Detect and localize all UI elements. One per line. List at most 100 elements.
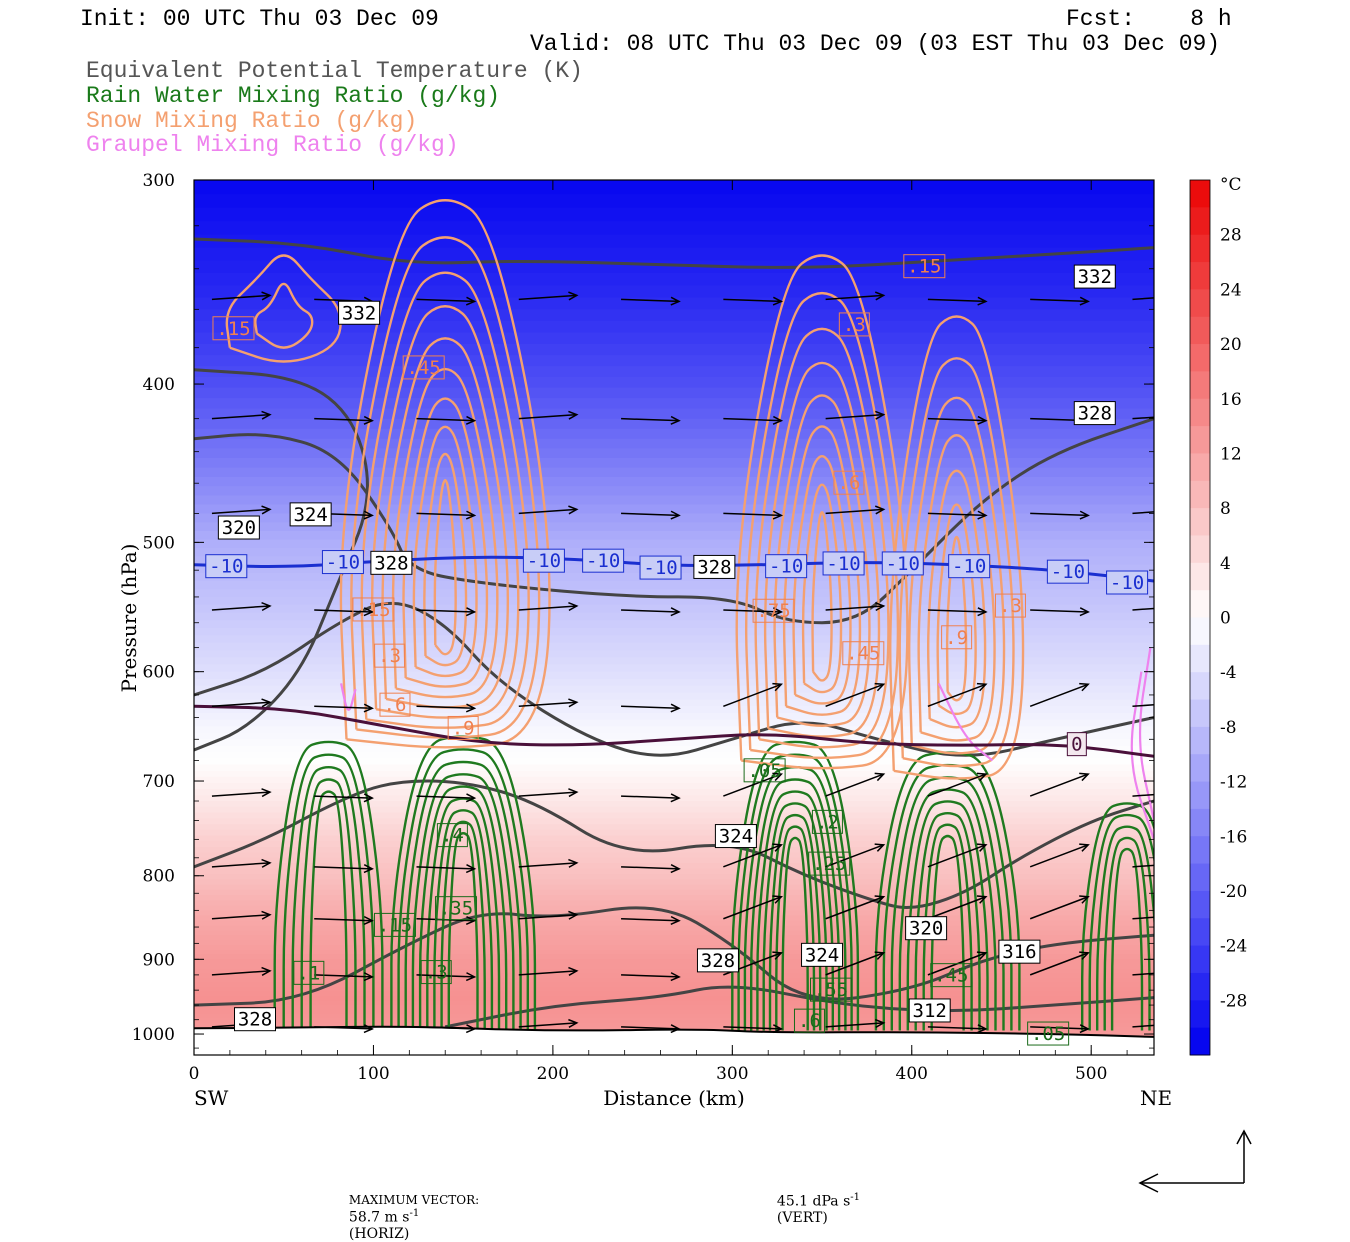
temperature-band	[194, 1009, 1154, 1015]
colorbar-tick-label: 20	[1220, 335, 1242, 355]
temperature-band	[194, 1005, 1154, 1011]
wind-vector	[1030, 298, 1089, 303]
wind-vector	[314, 795, 373, 799]
theta-e-label-box	[998, 939, 1041, 964]
snow-label: .6	[384, 694, 407, 716]
wind-vector-head	[1079, 510, 1090, 520]
wind-vector-head	[568, 410, 579, 420]
rain-label: .2	[816, 811, 839, 833]
colorbar-segment	[1190, 316, 1210, 345]
snow-label: .75	[756, 600, 790, 622]
snow-label-box	[833, 470, 865, 495]
theta-e-label: 328	[238, 1009, 272, 1031]
temperature-band	[194, 234, 1154, 249]
isotherm-label: -10	[1051, 561, 1085, 583]
wind-vector-head	[1182, 1020, 1190, 1028]
colorbar-segment	[1190, 726, 1210, 755]
colorbar-segment	[1190, 234, 1210, 263]
snow-label: .9	[945, 627, 968, 649]
snow-label: .15	[356, 599, 390, 621]
temperature-band	[194, 612, 1154, 621]
isotherm-line	[194, 704, 1154, 758]
snow-contour	[801, 483, 843, 694]
rain-label: .3	[425, 962, 448, 984]
wind-vector	[621, 298, 680, 303]
rain-label-box	[810, 977, 853, 1002]
theta-e-contour	[194, 906, 1154, 1007]
y-tick-label: 400	[143, 375, 175, 395]
wind-vector	[211, 294, 270, 301]
isotherm-label-box	[522, 548, 565, 573]
temperature-band	[194, 873, 1154, 880]
wind-vector-head	[568, 601, 579, 612]
wind-vector-head	[772, 1024, 784, 1034]
colorbar-segment	[1190, 918, 1210, 947]
wind-vector-head	[568, 858, 579, 868]
rain-contour	[440, 820, 486, 1031]
temperature-band	[194, 841, 1154, 848]
rain-label-box	[293, 960, 325, 985]
theta-e-label: 328	[697, 556, 731, 578]
wind-vector-head	[874, 951, 886, 960]
snow-label: .3	[843, 314, 866, 336]
wind-vector-head	[363, 915, 374, 926]
colorbar-tick-label: 28	[1220, 226, 1242, 246]
temperature-band	[194, 194, 1154, 209]
colorbar-tick-label: -28	[1220, 991, 1247, 1011]
wind-vector-head	[465, 607, 477, 617]
wind-vector	[927, 609, 986, 613]
isotherm-label: -10	[886, 553, 920, 575]
rain-contour	[1088, 813, 1154, 1031]
wind-vector-head	[363, 864, 374, 874]
init-time: Init: 00 UTC Thu 03 Dec 09	[80, 6, 439, 32]
temperature-band	[194, 973, 1154, 979]
isotherm-label-box	[948, 554, 991, 579]
rain-contour	[1110, 847, 1144, 1031]
isotherm-label: -10	[826, 553, 860, 575]
wind-vector	[211, 970, 270, 976]
wind-vector-head	[772, 682, 783, 692]
colorbar-segment	[1190, 754, 1210, 783]
rain-contour	[890, 776, 1005, 1031]
rain-label-box	[793, 1008, 825, 1033]
snow-label-box	[752, 598, 795, 623]
wind-vector-head	[772, 510, 784, 520]
rain-contour	[309, 790, 348, 1031]
isotherm-label: -10	[643, 557, 677, 579]
wind-vector	[314, 866, 373, 870]
wind-vector-head	[1079, 1024, 1090, 1034]
rain-contour	[914, 812, 981, 1031]
wind-vector	[518, 701, 577, 708]
wind-vector-head	[568, 910, 579, 920]
wind-vector	[825, 605, 884, 611]
wind-vector	[1132, 864, 1154, 868]
wind-vector	[211, 701, 270, 708]
colorbar-segment	[1190, 836, 1210, 865]
rain-label-box	[434, 896, 477, 921]
temperature-band	[194, 1000, 1154, 1006]
wind-vector	[314, 609, 373, 613]
theta-e-label-box	[1073, 401, 1116, 426]
temperature-band	[194, 477, 1154, 487]
temperature-band	[194, 884, 1154, 891]
wind-vector	[1132, 607, 1154, 611]
temperature-band	[194, 418, 1154, 430]
temperature-band	[194, 940, 1154, 946]
colorbar-segment	[1190, 398, 1210, 427]
snow-contour	[350, 236, 541, 739]
temperature-band	[194, 852, 1154, 859]
wind-vector	[723, 896, 782, 920]
temperature-band	[194, 448, 1154, 459]
horiz-exp: -1	[409, 1208, 420, 1219]
wind-vector-head	[363, 415, 374, 425]
colorbar-tick-label: 4	[1220, 554, 1231, 574]
wind-vector	[1030, 609, 1089, 613]
wind-vector-head	[465, 864, 477, 874]
wind-vector	[723, 683, 782, 707]
wind-vector-head	[670, 793, 681, 803]
wind-vector-head	[363, 510, 374, 520]
wind-vector	[416, 609, 475, 613]
temperature-band	[194, 835, 1154, 842]
wind-vector	[621, 866, 680, 870]
temperature-band	[194, 879, 1154, 886]
